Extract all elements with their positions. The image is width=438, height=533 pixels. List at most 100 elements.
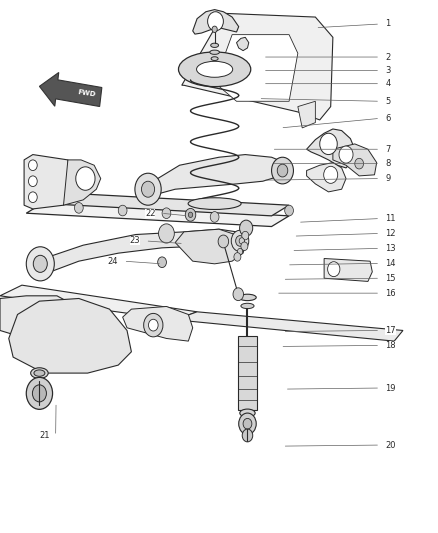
Circle shape <box>26 247 54 281</box>
Polygon shape <box>182 13 333 120</box>
Polygon shape <box>307 129 355 168</box>
Polygon shape <box>0 296 81 341</box>
Text: 2: 2 <box>385 53 391 61</box>
Text: 23: 23 <box>130 237 140 245</box>
Circle shape <box>339 146 353 163</box>
Text: 8: 8 <box>385 159 391 168</box>
Text: 6: 6 <box>385 114 391 123</box>
Circle shape <box>231 230 249 252</box>
Circle shape <box>239 238 244 244</box>
Text: 11: 11 <box>385 214 396 223</box>
Ellipse shape <box>211 57 218 60</box>
Ellipse shape <box>241 303 254 309</box>
Text: 5: 5 <box>385 97 391 106</box>
Text: 17: 17 <box>385 326 396 335</box>
Circle shape <box>320 133 337 155</box>
Circle shape <box>242 231 249 240</box>
Circle shape <box>188 212 193 217</box>
Text: 19: 19 <box>385 384 396 392</box>
Circle shape <box>32 385 46 402</box>
Text: 18: 18 <box>385 341 396 350</box>
Polygon shape <box>175 312 403 341</box>
Circle shape <box>28 160 37 171</box>
Text: 3: 3 <box>385 66 391 75</box>
Text: 20: 20 <box>385 441 396 449</box>
Circle shape <box>285 205 293 216</box>
Circle shape <box>234 253 241 261</box>
Text: 16: 16 <box>385 289 396 297</box>
Circle shape <box>218 235 229 248</box>
Polygon shape <box>298 101 315 128</box>
Circle shape <box>118 205 127 216</box>
Text: FWD: FWD <box>77 89 96 98</box>
Polygon shape <box>26 203 289 227</box>
Polygon shape <box>307 163 346 192</box>
Text: 9: 9 <box>385 174 391 183</box>
Circle shape <box>277 164 288 177</box>
Text: 14: 14 <box>385 259 396 268</box>
Ellipse shape <box>34 370 45 376</box>
Polygon shape <box>37 229 243 272</box>
Circle shape <box>208 12 223 31</box>
Circle shape <box>241 242 248 251</box>
Circle shape <box>33 255 47 272</box>
Ellipse shape <box>188 198 241 209</box>
Circle shape <box>233 288 244 301</box>
Circle shape <box>159 224 174 243</box>
Text: 21: 21 <box>40 432 50 440</box>
Circle shape <box>236 236 244 246</box>
Circle shape <box>237 248 243 255</box>
Circle shape <box>328 262 340 277</box>
Circle shape <box>185 208 196 221</box>
Ellipse shape <box>211 43 219 47</box>
Circle shape <box>212 26 217 33</box>
Polygon shape <box>24 155 70 209</box>
Polygon shape <box>238 336 257 410</box>
Text: 22: 22 <box>145 209 155 217</box>
Polygon shape <box>9 298 131 373</box>
Circle shape <box>158 257 166 268</box>
Polygon shape <box>64 160 101 205</box>
Circle shape <box>324 166 338 183</box>
Text: 7: 7 <box>385 145 391 154</box>
Circle shape <box>162 208 171 219</box>
Circle shape <box>272 157 293 184</box>
Circle shape <box>242 429 253 442</box>
Polygon shape <box>175 229 245 264</box>
Circle shape <box>243 418 252 429</box>
Ellipse shape <box>197 61 233 77</box>
Circle shape <box>26 377 53 409</box>
Polygon shape <box>145 155 285 195</box>
Polygon shape <box>333 144 377 176</box>
Polygon shape <box>39 72 102 107</box>
Text: 13: 13 <box>385 244 396 253</box>
Ellipse shape <box>31 368 48 378</box>
Polygon shape <box>193 10 239 34</box>
Ellipse shape <box>240 409 255 417</box>
Circle shape <box>239 413 256 434</box>
Text: 24: 24 <box>108 257 118 265</box>
Circle shape <box>148 319 158 331</box>
Polygon shape <box>324 259 372 281</box>
Text: 1: 1 <box>385 20 391 28</box>
Circle shape <box>135 173 161 205</box>
Circle shape <box>141 181 155 197</box>
Circle shape <box>28 176 37 187</box>
Circle shape <box>28 192 37 203</box>
Text: 15: 15 <box>385 274 396 282</box>
Circle shape <box>74 203 83 213</box>
Text: 4: 4 <box>385 79 391 88</box>
Circle shape <box>76 167 95 190</box>
Polygon shape <box>26 192 289 216</box>
Polygon shape <box>237 37 249 51</box>
Ellipse shape <box>179 52 251 86</box>
Polygon shape <box>0 285 197 320</box>
Circle shape <box>355 158 364 169</box>
Circle shape <box>240 220 253 236</box>
Circle shape <box>144 313 163 337</box>
Ellipse shape <box>239 294 256 301</box>
Polygon shape <box>215 35 298 101</box>
Polygon shape <box>123 306 193 341</box>
Ellipse shape <box>210 50 219 54</box>
Text: 12: 12 <box>385 229 396 238</box>
